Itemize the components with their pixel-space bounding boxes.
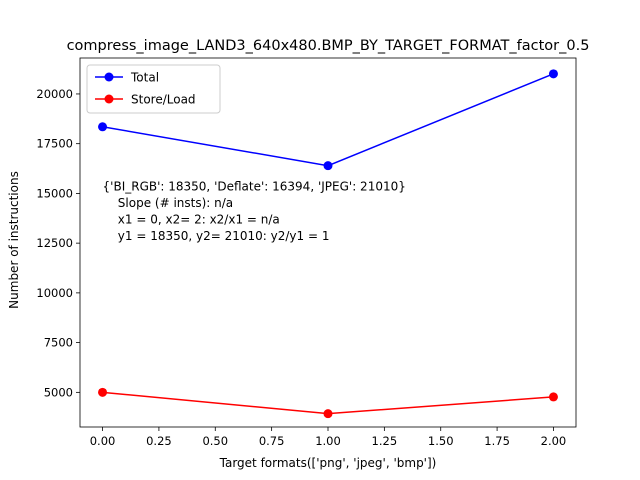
legend-label: Total [130,71,159,85]
data-point [548,392,558,402]
data-point [548,69,558,79]
y-tick-label: 17500 [36,137,73,151]
legend-label: Store/Load [131,93,196,107]
x-tick-label: 2.00 [541,434,567,448]
y-tick-label: 5000 [44,385,73,399]
y-tick-label: 15000 [36,186,73,200]
data-point [98,387,108,397]
x-tick-label: 0.75 [259,434,285,448]
y-tick-label: 12500 [36,236,73,250]
legend: Total Store/Load [86,64,221,114]
legend-swatch-marker [104,72,114,82]
legend-swatch-marker [104,94,114,104]
annotation-line: {'BI_RGB': 18350, 'Deflate': 16394, 'JPE… [103,179,406,193]
x-tick-label: 0.50 [202,434,228,448]
annotation-line: x1 = 0, x2= 2: x2/x1 = n/a [103,212,280,226]
x-tick-label: 0.25 [146,434,172,448]
data-point [98,122,108,132]
chart-title: compress_image_LAND3_640x480.BMP_BY_TARG… [67,38,590,54]
y-tick-label: 20000 [36,87,73,101]
y-tick-label: 7500 [44,336,73,350]
plot-axes: 0.00 0.25 0.50 0.75 1.00 1.25 1.50 1.75 2.00 5000… [36,57,577,448]
y-axis-label: Number of instructions [7,171,21,309]
annotation-line: Slope (# insts): n/a [103,196,234,210]
x-axis-label: Target formats(['png', 'jpeg', 'bmp']) [219,456,437,470]
annotation-line: y1 = 18350, y2= 21010: y2/y1 = 1 [103,229,330,243]
x-tick-label: 1.75 [484,434,510,448]
y-tick-label: 10000 [36,286,73,300]
x-tick-label: 1.50 [428,434,454,448]
x-tick-label: 1.25 [372,434,398,448]
x-tick-label: 1.00 [315,434,341,448]
annotation-text: {'BI_RGB': 18350, 'Deflate': 16394, 'JPE… [103,179,406,243]
data-point [323,409,333,419]
x-tick-label: 0.00 [90,434,116,448]
series-group [98,69,558,419]
data-point [323,161,333,171]
